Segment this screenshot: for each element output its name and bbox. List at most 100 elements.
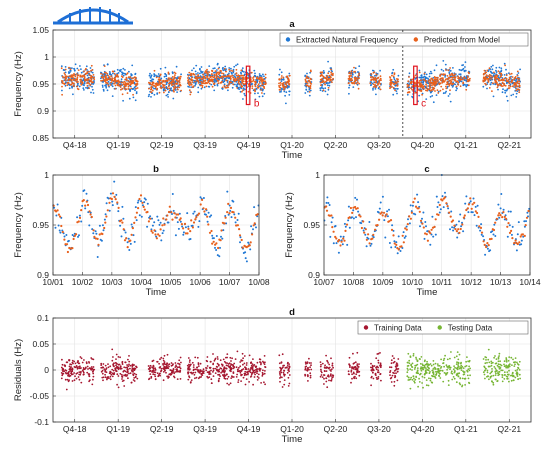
data-point <box>226 211 229 214</box>
data-point <box>80 367 82 369</box>
data-point <box>161 232 164 235</box>
data-point <box>331 374 334 377</box>
data-point <box>61 85 63 88</box>
data-point <box>131 367 134 370</box>
data-point <box>367 237 370 240</box>
data-point <box>445 69 447 71</box>
data-point <box>397 74 400 77</box>
data-point <box>130 233 133 236</box>
data-point <box>448 365 451 367</box>
data-point <box>90 64 93 67</box>
data-point <box>412 353 415 355</box>
data-point <box>251 85 254 87</box>
data-point <box>158 362 161 365</box>
data-point <box>64 371 67 374</box>
data-point <box>491 90 493 92</box>
data-point <box>327 82 329 85</box>
data-point <box>450 351 452 353</box>
data-point <box>434 218 437 221</box>
data-point <box>421 382 423 384</box>
data-point <box>108 77 111 79</box>
data-point <box>162 79 165 82</box>
data-point <box>428 230 431 233</box>
data-point <box>446 85 449 88</box>
data-point <box>263 86 265 88</box>
data-point <box>505 95 508 98</box>
data-point <box>243 362 246 365</box>
data-point <box>393 240 396 243</box>
data-point <box>375 78 378 81</box>
data-point <box>170 362 173 364</box>
data-point <box>84 79 87 82</box>
data-point <box>111 348 114 351</box>
data-point <box>525 216 529 219</box>
data-point <box>489 249 492 252</box>
data-point <box>190 72 192 75</box>
data-point <box>121 378 123 380</box>
data-point <box>191 224 194 227</box>
data-point <box>511 76 514 78</box>
data-point <box>210 75 213 78</box>
data-point <box>122 72 124 74</box>
data-point <box>498 212 501 215</box>
data-point <box>153 373 156 376</box>
data-point <box>235 81 238 83</box>
data-point <box>254 98 257 101</box>
data-point <box>150 86 153 88</box>
data-point <box>191 226 194 229</box>
data-point <box>89 76 92 79</box>
data-point <box>432 235 435 238</box>
zoom-box <box>413 65 418 106</box>
data-point <box>110 75 113 78</box>
data-point <box>228 383 230 386</box>
data-point <box>89 213 92 216</box>
data-point <box>201 198 204 201</box>
data-point <box>226 362 229 364</box>
data-point <box>418 210 421 213</box>
x-tick-label: Q2-19 <box>150 424 174 434</box>
x-tick-label: Q3-20 <box>367 424 391 434</box>
data-point <box>422 386 424 389</box>
data-point <box>56 209 59 212</box>
data-point <box>101 232 104 236</box>
data-point <box>217 75 220 78</box>
data-point <box>175 365 178 368</box>
data-point <box>194 75 197 78</box>
data-point <box>258 358 261 361</box>
data-point <box>91 370 94 373</box>
data-point <box>375 368 378 371</box>
data-point <box>206 375 209 378</box>
data-point <box>64 84 67 87</box>
data-point <box>390 246 393 249</box>
data-point <box>202 75 205 78</box>
data-point <box>461 221 463 224</box>
data-point <box>69 79 71 82</box>
y-tick-label: 0.9 <box>308 270 320 280</box>
data-point <box>444 63 447 66</box>
data-point <box>422 81 425 84</box>
data-point <box>350 70 353 73</box>
data-point <box>164 66 167 69</box>
data-point <box>396 379 399 382</box>
data-point <box>408 359 411 362</box>
data-point <box>418 71 421 74</box>
data-point <box>256 379 259 381</box>
x-tick-label: 10/03 <box>101 277 123 287</box>
data-point <box>212 369 215 372</box>
data-point <box>421 87 424 89</box>
data-point <box>351 367 353 370</box>
data-point <box>180 361 182 364</box>
data-point <box>98 224 101 227</box>
data-point <box>283 373 285 376</box>
data-point <box>230 77 232 80</box>
data-point <box>67 81 70 84</box>
data-point <box>418 76 421 79</box>
data-point <box>282 78 285 81</box>
data-point <box>120 81 123 84</box>
data-point <box>215 235 218 237</box>
data-point <box>240 74 243 77</box>
data-point <box>406 371 409 374</box>
data-point <box>135 211 138 214</box>
data-point <box>433 81 436 84</box>
data-point <box>115 358 117 360</box>
